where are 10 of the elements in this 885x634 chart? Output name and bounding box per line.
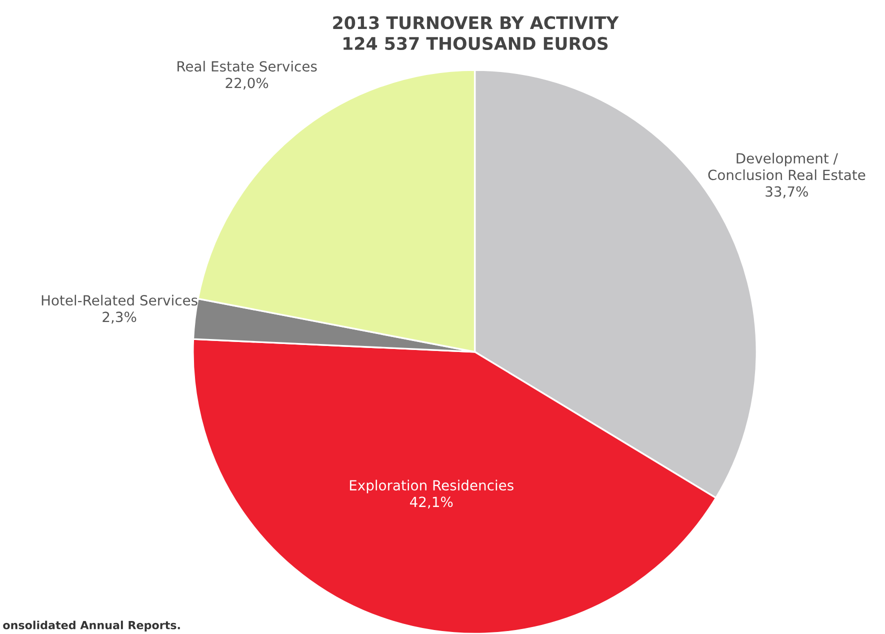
slice-label: Development / Conclusion Real Estate [708,152,866,180]
data-label: 33,7% [766,186,808,198]
slice-label: Hotel-Related Services [42,294,198,306]
data-label: 2,3% [102,312,136,324]
chart-title: 2013 TURNOVER BY ACTIVITY 124 537 THOUSAND EUROS [333,16,619,50]
slice-label: Exploration Residencies [350,480,514,494]
data-label: 42,1% [410,496,453,509]
data-label: 22,0% [226,78,268,90]
slice-label: Real Estate Services [178,60,317,72]
text: onsolidated Annual Reports. [3,620,180,632]
